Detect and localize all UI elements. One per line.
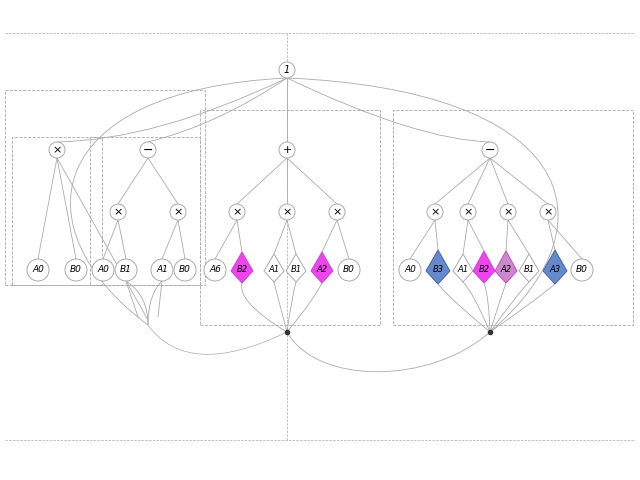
Text: ×: × (282, 207, 292, 217)
Text: B0: B0 (70, 265, 82, 275)
Bar (12, 137, 102, 285)
Text: A0: A0 (32, 265, 44, 275)
Circle shape (204, 259, 226, 281)
Polygon shape (311, 252, 333, 283)
Circle shape (229, 204, 245, 220)
Text: B2: B2 (479, 265, 490, 275)
Circle shape (140, 142, 156, 158)
Text: ×: × (430, 207, 440, 217)
Circle shape (500, 204, 516, 220)
Text: A0: A0 (97, 265, 109, 275)
Polygon shape (495, 251, 517, 283)
Text: ×: × (52, 145, 61, 155)
Text: B1: B1 (524, 265, 534, 275)
Circle shape (110, 204, 126, 220)
Circle shape (65, 259, 87, 281)
Circle shape (170, 204, 186, 220)
Text: A2: A2 (500, 265, 511, 275)
Text: B2: B2 (236, 265, 248, 275)
Text: ×: × (232, 207, 242, 217)
Circle shape (92, 259, 114, 281)
Circle shape (27, 259, 49, 281)
Circle shape (460, 204, 476, 220)
Polygon shape (473, 251, 495, 283)
Circle shape (329, 204, 345, 220)
Circle shape (279, 204, 295, 220)
Bar (90, 137, 200, 285)
Text: −: − (484, 144, 495, 156)
Bar (5, 90, 205, 285)
Polygon shape (453, 254, 473, 282)
Polygon shape (264, 254, 284, 282)
Text: A1: A1 (458, 265, 468, 275)
Circle shape (151, 259, 173, 281)
Text: ×: × (543, 207, 553, 217)
Circle shape (427, 204, 443, 220)
Circle shape (174, 259, 196, 281)
Bar (200, 110, 380, 325)
Circle shape (482, 142, 498, 158)
Polygon shape (231, 252, 253, 283)
Text: 1: 1 (284, 65, 290, 75)
Circle shape (399, 259, 421, 281)
Text: −: − (143, 144, 153, 156)
Text: B0: B0 (179, 265, 191, 275)
Text: A3: A3 (549, 265, 561, 275)
Polygon shape (426, 250, 450, 284)
Circle shape (571, 259, 593, 281)
Circle shape (540, 204, 556, 220)
Text: A1: A1 (156, 265, 168, 275)
Circle shape (279, 142, 295, 158)
Text: +: + (282, 145, 292, 155)
Circle shape (115, 259, 137, 281)
Text: ×: × (463, 207, 473, 217)
Polygon shape (543, 250, 567, 284)
Text: B0: B0 (576, 265, 588, 275)
Bar (393, 110, 633, 325)
Circle shape (49, 142, 65, 158)
Text: B0: B0 (343, 265, 355, 275)
Text: A6: A6 (209, 265, 221, 275)
Text: B1: B1 (291, 265, 301, 275)
Circle shape (338, 259, 360, 281)
Circle shape (279, 62, 295, 78)
Text: ×: × (503, 207, 513, 217)
Text: ×: × (173, 207, 182, 217)
Text: A2: A2 (316, 265, 328, 275)
Text: B3: B3 (433, 265, 444, 275)
Text: ×: × (332, 207, 342, 217)
Polygon shape (519, 254, 539, 282)
Text: B1: B1 (120, 265, 132, 275)
Text: A0: A0 (404, 265, 416, 275)
Text: A1: A1 (268, 265, 280, 275)
Polygon shape (286, 254, 306, 282)
Text: ×: × (113, 207, 123, 217)
